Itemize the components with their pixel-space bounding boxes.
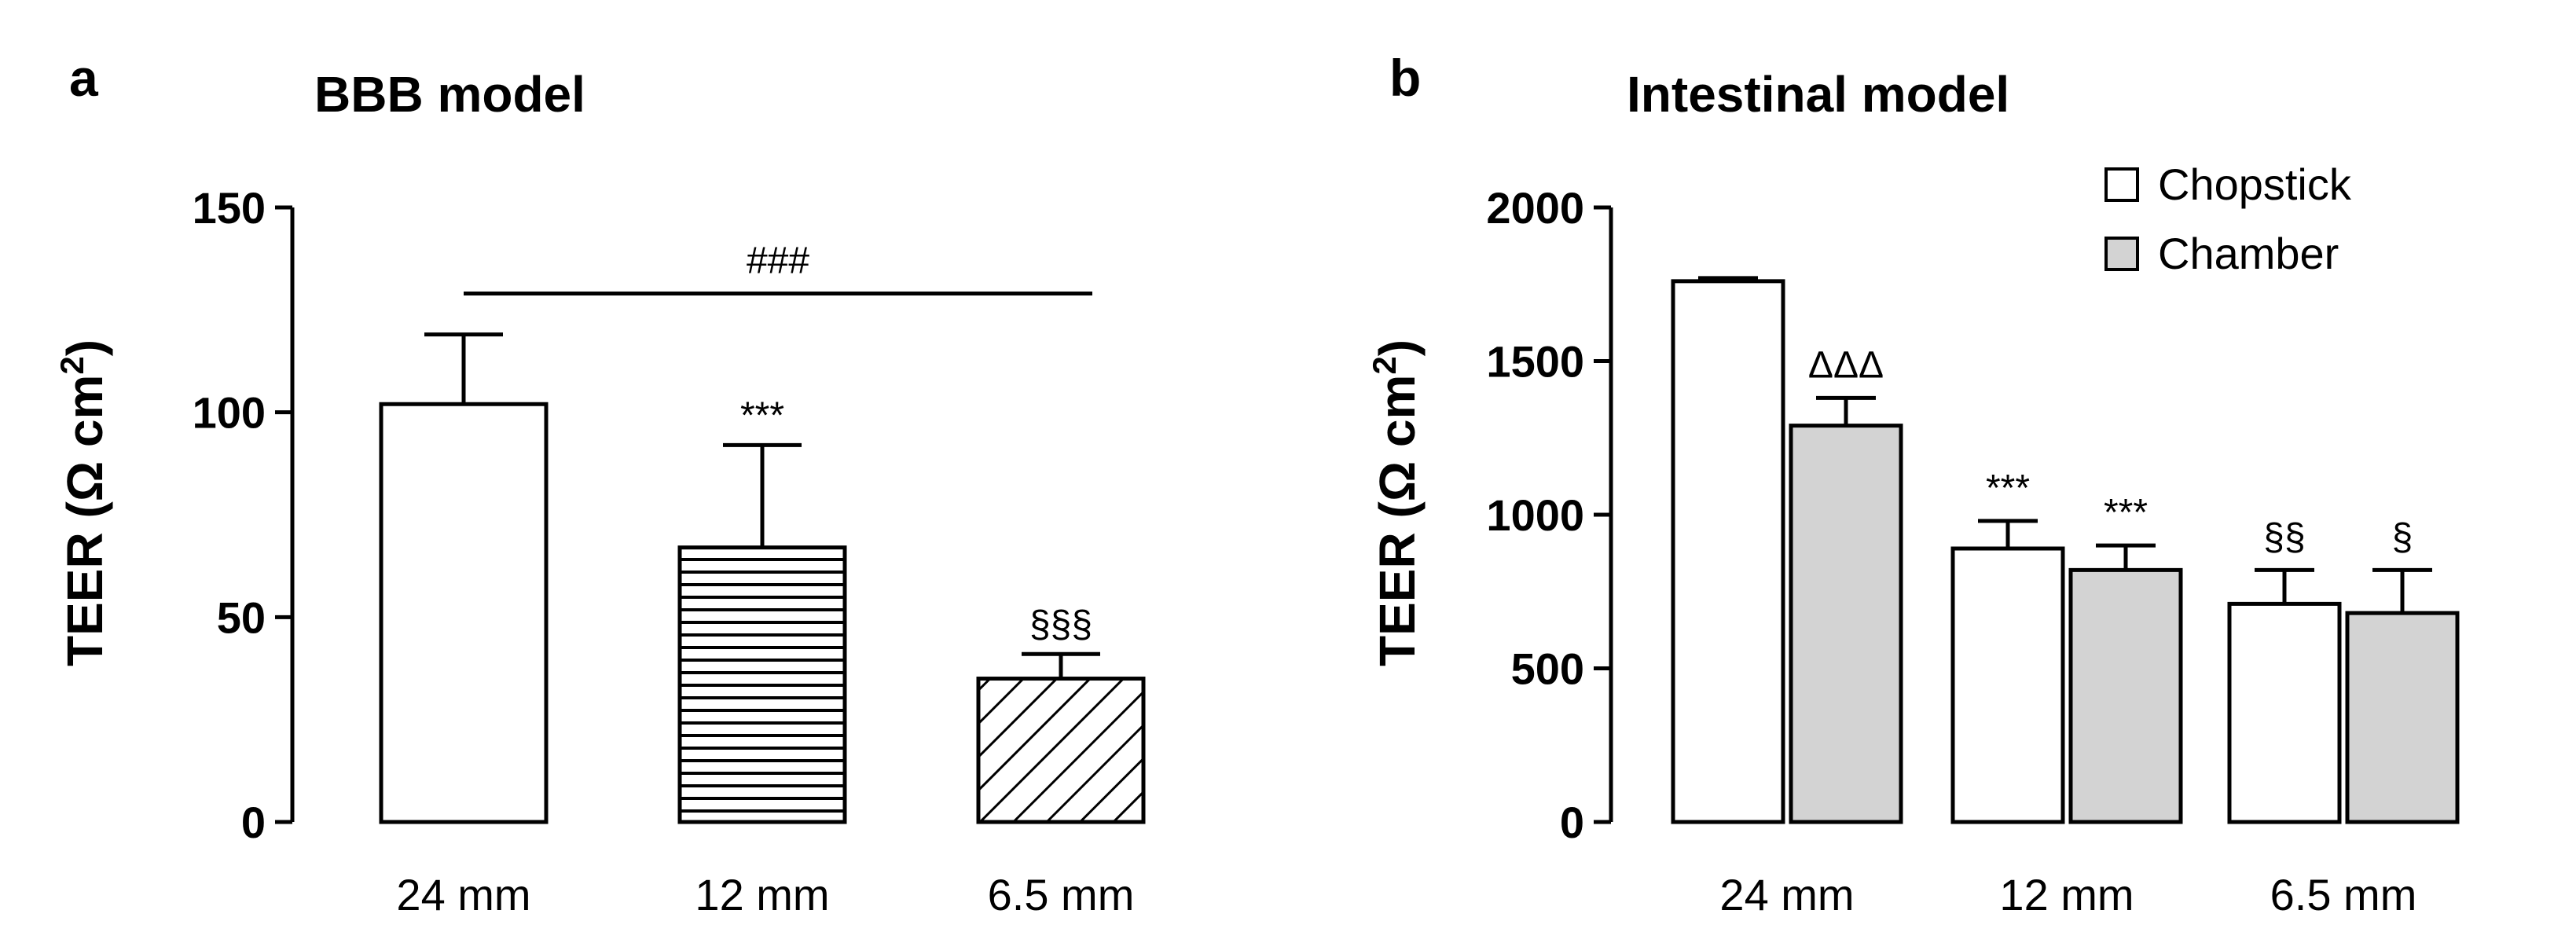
svg-text:TEER (Ω cm2): TEER (Ω cm2) xyxy=(1366,339,1426,666)
panel-b-significance-label: §§ xyxy=(2263,516,2305,558)
panel-a-ylabel-text: TEER (Ω cm xyxy=(57,375,113,666)
panel-a-bracket-label: ### xyxy=(747,240,809,281)
panel-b-bar-chamber xyxy=(2068,567,2183,824)
panel-a-category-label: 6.5 mm xyxy=(988,870,1135,919)
panel-a-ylabel-sup: 2 xyxy=(53,356,90,374)
panel-b-y-tick-label: 500 xyxy=(1511,644,1584,694)
panel-b-significance-label: *** xyxy=(1986,468,2030,509)
panel-a-plot: 0 50 100 150 24 mm *** 12 mm §§§ 6.5 mm ### xyxy=(193,183,1146,919)
panel-b-y-tick-label: 1500 xyxy=(1486,337,1584,387)
panel-b-plot: 0 500 1000 1500 2000 *** §§ ΔΔΔ *** § 24 mm 12 mm 6.… xyxy=(1486,183,2460,919)
legend-label-chopstick: Chopstick xyxy=(2158,160,2352,209)
panel-b-y-axis-label: TEER (Ω cm2) xyxy=(1366,339,1426,666)
panel-a-letter: a xyxy=(69,49,99,107)
panel-a-y-tick-label: 100 xyxy=(193,388,266,438)
panel-b-letter: b xyxy=(1389,49,1421,107)
legend-swatch-chamber xyxy=(2104,237,2139,271)
panel-a-bar xyxy=(379,402,549,824)
panel-a-bar xyxy=(677,545,847,824)
panel-b-y-tick-label: 2000 xyxy=(1486,183,1584,233)
panel-b-ylabel-close: ) xyxy=(1369,339,1426,356)
panel-a-significance-label: §§§ xyxy=(1029,604,1092,645)
panel-b-significance-label: ΔΔΔ xyxy=(1808,344,1884,386)
panel-a-significance-label: *** xyxy=(740,394,784,436)
panel-a-ylabel-close: ) xyxy=(57,339,113,356)
panel-a-y-tick-label: 0 xyxy=(241,798,266,847)
panel-b-category-label: 24 mm xyxy=(1719,870,1854,919)
panel-a-category-label: 12 mm xyxy=(695,870,829,919)
panel-b-bar-chopstick xyxy=(1671,279,1785,824)
panel-b-bar-chamber xyxy=(2345,611,2460,824)
svg-text:TEER (Ω cm2): TEER (Ω cm2) xyxy=(53,339,113,666)
panel-b-category-label: 6.5 mm xyxy=(2270,870,2417,919)
panel-a-y-axis-label: TEER (Ω cm2) xyxy=(53,339,113,666)
legend-label-chamber: Chamber xyxy=(2158,229,2339,278)
panel-b-ylabel-sup: 2 xyxy=(1366,356,1403,374)
panel-b-significance-label: § xyxy=(2392,516,2413,558)
panel-a-bar xyxy=(976,677,1146,824)
panel-a-category-label: 24 mm xyxy=(396,870,530,919)
panel-b-bar-chopstick xyxy=(1950,546,2065,824)
legend-swatch-chopstick xyxy=(2104,167,2139,202)
panel-b-category-label: 12 mm xyxy=(1999,870,2134,919)
panel-b-ylabel-text: TEER (Ω cm xyxy=(1369,375,1426,666)
panel-a-y-tick-label: 150 xyxy=(193,183,266,233)
panel-b-y-tick-label: 1000 xyxy=(1486,490,1584,540)
legend: Chopstick Chamber xyxy=(2104,160,2352,278)
panel-b-y-tick-label: 0 xyxy=(1560,798,1584,847)
panel-b-title: Intestinal model xyxy=(1627,66,2009,123)
panel-b-bar-chopstick xyxy=(2227,601,2342,824)
panel-a-y-tick-label: 50 xyxy=(217,593,266,642)
panel-a-title: BBB model xyxy=(314,66,585,123)
panel-b-bar-chamber xyxy=(1789,424,1903,824)
panel-b-significance-label: *** xyxy=(2104,492,2148,534)
